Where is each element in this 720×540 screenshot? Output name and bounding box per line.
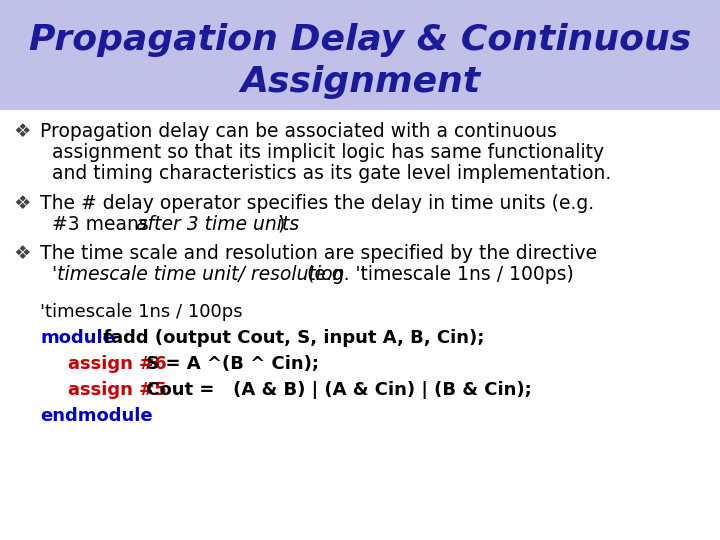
Text: S = A ^(B ^ Cin);: S = A ^(B ^ Cin); [140, 355, 319, 373]
Text: assign #5: assign #5 [68, 381, 167, 399]
Text: #3 means: #3 means [52, 215, 155, 234]
Text: 'timescale 1ns / 100ps: 'timescale 1ns / 100ps [40, 303, 243, 321]
Text: ❖: ❖ [13, 122, 31, 141]
Text: fadd (output Cout, S, input A, B, Cin);: fadd (output Cout, S, input A, B, Cin); [97, 329, 485, 347]
Text: ❖: ❖ [13, 194, 31, 213]
Text: Propagation Delay & Continuous: Propagation Delay & Continuous [29, 23, 691, 57]
Text: assignment so that its implicit logic has same functionality: assignment so that its implicit logic ha… [52, 143, 604, 162]
Text: after 3 time units: after 3 time units [136, 215, 299, 234]
Text: endmodule: endmodule [40, 407, 153, 425]
Text: assign #6: assign #6 [68, 355, 167, 373]
Text: The # delay operator specifies the delay in time units (e.g.: The # delay operator specifies the delay… [40, 194, 594, 213]
Text: Propagation delay can be associated with a continuous: Propagation delay can be associated with… [40, 122, 557, 141]
Text: (e.g. 'timescale 1ns / 100ps): (e.g. 'timescale 1ns / 100ps) [301, 265, 574, 284]
Text: The time scale and resolution are specified by the directive: The time scale and resolution are specif… [40, 244, 597, 263]
Text: module: module [40, 329, 115, 347]
Text: ): ) [278, 215, 285, 234]
Text: and timing characteristics as its gate level implementation.: and timing characteristics as its gate l… [52, 164, 611, 183]
Text: ❖: ❖ [13, 244, 31, 263]
FancyBboxPatch shape [0, 0, 720, 110]
Text: Cout =   (A & B) | (A & Cin) | (B & Cin);: Cout = (A & B) | (A & Cin) | (B & Cin); [140, 381, 532, 399]
Text: 'timescale time unit/ resolution: 'timescale time unit/ resolution [52, 265, 344, 284]
Text: Assignment: Assignment [240, 65, 480, 99]
